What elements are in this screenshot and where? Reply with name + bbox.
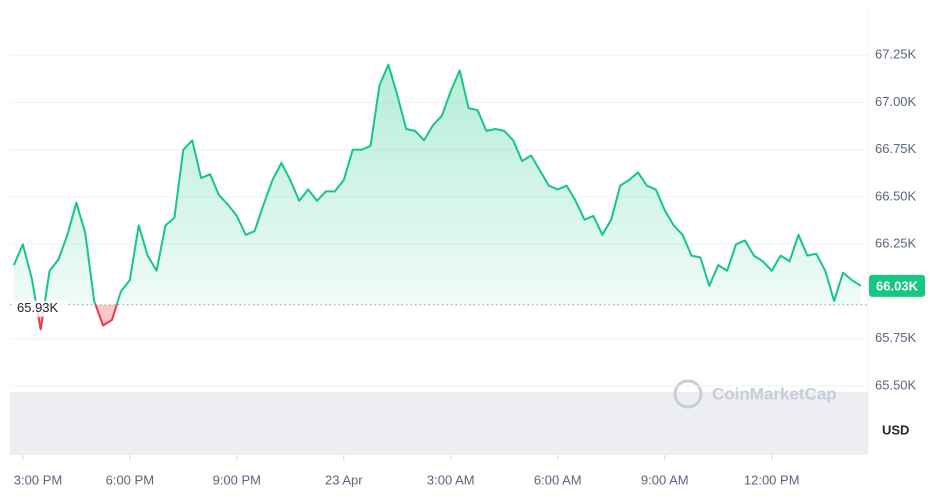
x-tick-label: 12:00 PM	[744, 472, 800, 487]
x-tick-label: 6:00 PM	[106, 472, 154, 487]
baseline-label: 65.93K	[17, 300, 59, 315]
baseline-label-bg	[14, 300, 68, 317]
x-tick-label: 9:00 AM	[641, 472, 689, 487]
x-tick-label: 3:00 PM	[14, 472, 62, 487]
y-tick-label: 66.25K	[875, 236, 917, 251]
x-tick-label: 9:00 PM	[213, 472, 261, 487]
price-line	[13, 63, 862, 331]
x-tick-label: 23 Apr	[325, 472, 363, 487]
y-tick-label: 65.50K	[875, 377, 917, 392]
y-tick-label: 67.25K	[875, 47, 917, 62]
price-tag	[869, 274, 925, 297]
x-tick-label: 3:00 AM	[427, 472, 475, 487]
y-tick-label: 67.00K	[875, 94, 917, 109]
watermark-text: CoinMarketCap	[712, 384, 837, 403]
currency-label: USD	[882, 422, 909, 437]
area-down	[13, 304, 861, 330]
x-tick-label: 6:00 AM	[534, 472, 582, 487]
y-tick-label: 66.75K	[875, 141, 917, 156]
watermark: CoinMarketCap	[673, 379, 837, 409]
price-tag-label: 66.03K	[876, 278, 919, 293]
volume-area	[10, 392, 868, 455]
y-tick-label: 66.50K	[875, 188, 917, 203]
y-tick-label: 65.75K	[875, 330, 917, 345]
area-up	[13, 64, 861, 305]
